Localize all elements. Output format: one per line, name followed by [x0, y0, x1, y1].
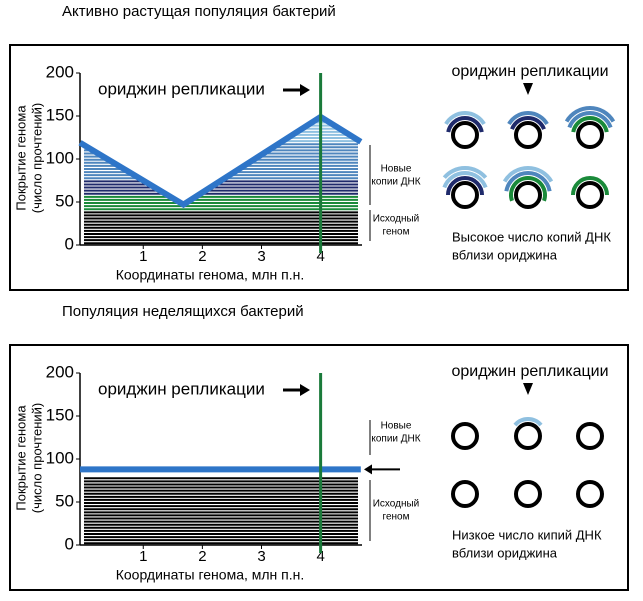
- original-genome-label: Исходный: [373, 214, 420, 225]
- caption: вблизи ориджина: [452, 545, 558, 560]
- replication-arc: [446, 176, 484, 196]
- chromosome: [576, 480, 604, 508]
- panel: Популяция неделящихся бактерий 0 50 100 150 2…: [9, 303, 629, 591]
- y-axis-label: Покрытие генома: [13, 405, 28, 511]
- chromosome: [451, 121, 479, 149]
- x-tick-label: 4: [316, 248, 324, 265]
- y-tick-label: 100: [46, 148, 74, 167]
- x-tick-label: 3: [257, 248, 265, 265]
- side-arrowhead: [523, 83, 533, 95]
- x-tick-label: 2: [198, 248, 206, 265]
- x-axis-label: Координаты генома, млн п.н.: [116, 567, 305, 583]
- replication-arc: [567, 111, 613, 129]
- original-genome-label: геном: [383, 227, 410, 238]
- chromosome: [514, 181, 542, 209]
- y-tick-label: 150: [46, 105, 74, 124]
- new-copies-label: копии ДНК: [371, 434, 420, 445]
- origin-arrowhead: [300, 384, 310, 396]
- coverage-line: [78, 113, 363, 209]
- replication-arc: [564, 106, 616, 123]
- origin-label: ориджин репликации: [98, 379, 265, 398]
- replication-arc: [444, 111, 486, 126]
- reads: [84, 477, 358, 545]
- chromosome: [451, 422, 479, 450]
- chromosome: [451, 480, 479, 508]
- new-copies-label: Новые: [381, 421, 412, 432]
- origin-label: ориджин репликации: [98, 79, 265, 98]
- replication-arc: [513, 417, 543, 427]
- x-tick-label: 1: [139, 548, 147, 565]
- original-genome-label: Исходный: [373, 499, 420, 510]
- y-axis-label: (число прочтений): [29, 103, 44, 214]
- new-copies-label: копии ДНК: [371, 177, 420, 188]
- x-tick-label: 2: [198, 548, 206, 565]
- chromosome: [451, 181, 479, 209]
- y-tick-label: 0: [65, 234, 74, 253]
- replication-arc: [509, 176, 547, 202]
- line-pointer-head: [364, 464, 372, 475]
- replication-arc: [571, 116, 609, 133]
- panel-frame: [9, 344, 629, 591]
- y-tick-label: 50: [55, 191, 74, 210]
- chromosome: [576, 181, 604, 209]
- x-tick-label: 1: [139, 248, 147, 265]
- panel-title: Популяция неделящихся бактерий: [62, 303, 304, 320]
- caption: Высокое число копий ДНК: [452, 229, 611, 244]
- y-axis-label: (число прочтений): [29, 403, 44, 514]
- chromosome: [576, 422, 604, 450]
- side-arrowhead: [523, 383, 533, 395]
- original-genome-label: геном: [383, 512, 410, 523]
- chromosome: [514, 121, 542, 149]
- origin-arrowhead: [300, 84, 310, 96]
- chromosome: [514, 422, 542, 450]
- side-origin-label: ориджин репликации: [451, 63, 608, 80]
- panel-frame: [9, 44, 629, 291]
- side-origin-label: ориджин репликации: [451, 363, 608, 380]
- panel: Активно растущая популяция бактерий 0 50 10…: [9, 3, 629, 291]
- new-copies-label: Новые: [381, 164, 412, 175]
- x-tick-label: 3: [257, 548, 265, 565]
- y-tick-label: 50: [55, 491, 74, 510]
- y-tick-label: 100: [46, 448, 74, 467]
- chromosome: [514, 480, 542, 508]
- caption: Низкое число кипий ДНК: [452, 527, 602, 542]
- replication-arc: [442, 166, 488, 180]
- replication-arc: [507, 111, 549, 126]
- x-axis-label: Координаты генома, млн п.н.: [116, 267, 305, 283]
- panel-title: Активно растущая популяция бактерий: [62, 3, 336, 20]
- x-tick-label: 4: [316, 548, 324, 565]
- y-tick-label: 0: [65, 534, 74, 553]
- y-axis-label: Покрытие генома: [13, 105, 28, 211]
- y-tick-label: 150: [46, 405, 74, 424]
- caption: вблизи ориджина: [452, 247, 558, 262]
- y-tick-label: 200: [46, 62, 74, 81]
- replication-arc: [446, 116, 484, 133]
- replication-arc: [510, 116, 546, 131]
- y-tick-label: 200: [46, 362, 74, 381]
- replication-arc: [442, 171, 488, 189]
- chromosome: [576, 121, 604, 149]
- replication-arc: [504, 171, 552, 192]
- replication-arc: [502, 166, 554, 183]
- replication-arc: [571, 176, 609, 196]
